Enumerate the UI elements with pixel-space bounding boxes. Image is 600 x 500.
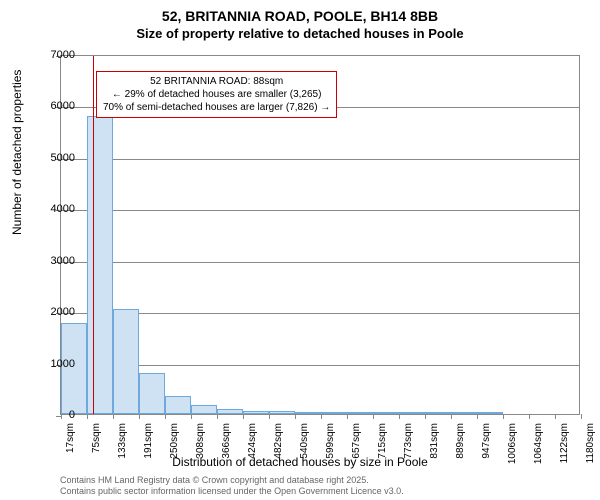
title-sub: Size of property relative to detached ho… xyxy=(0,24,600,41)
x-tick xyxy=(425,414,426,419)
x-tick xyxy=(321,414,322,419)
histogram-bar xyxy=(165,396,191,415)
y-tick-label: 5000 xyxy=(35,152,75,164)
x-tick xyxy=(555,414,556,419)
x-tick-label: 133sqm xyxy=(117,423,128,473)
y-tick-label: 3000 xyxy=(35,255,75,267)
footer-line1: Contains HM Land Registry data © Crown c… xyxy=(60,475,404,486)
x-tick-label: 947sqm xyxy=(481,423,492,473)
x-tick-label: 250sqm xyxy=(169,423,180,473)
gridline xyxy=(61,262,579,263)
histogram-bar xyxy=(477,412,503,414)
gridline xyxy=(61,159,579,160)
y-axis-label: Number of detached properties xyxy=(10,70,24,235)
x-tick-label: 1006sqm xyxy=(507,423,518,473)
annotation-line: ← 29% of detached houses are smaller (3,… xyxy=(103,88,330,101)
x-tick-label: 482sqm xyxy=(273,423,284,473)
y-tick-label: 1000 xyxy=(35,358,75,370)
histogram-bar xyxy=(243,411,269,414)
histogram-bar xyxy=(321,412,347,414)
x-tick-label: 599sqm xyxy=(325,423,336,473)
annotation-line: 70% of semi-detached houses are larger (… xyxy=(103,101,330,114)
histogram-bar xyxy=(295,412,321,414)
x-tick-label: 1064sqm xyxy=(533,423,544,473)
y-tick-label: 7000 xyxy=(35,49,75,61)
y-tick-label: 6000 xyxy=(35,100,75,112)
x-tick-label: 657sqm xyxy=(351,423,362,473)
x-tick xyxy=(477,414,478,419)
x-tick xyxy=(269,414,270,419)
x-tick xyxy=(399,414,400,419)
x-tick-label: 715sqm xyxy=(377,423,388,473)
x-tick-label: 831sqm xyxy=(429,423,440,473)
x-tick xyxy=(529,414,530,419)
histogram-bar xyxy=(425,412,451,414)
x-tick-label: 540sqm xyxy=(299,423,310,473)
x-tick-label: 424sqm xyxy=(247,423,258,473)
x-tick xyxy=(87,414,88,419)
x-tick xyxy=(217,414,218,419)
marker-line xyxy=(93,56,94,414)
histogram-bar xyxy=(139,373,165,414)
x-tick-label: 889sqm xyxy=(455,423,466,473)
x-tick-label: 75sqm xyxy=(91,423,102,473)
x-tick-label: 308sqm xyxy=(195,423,206,473)
x-tick xyxy=(347,414,348,419)
x-tick-label: 773sqm xyxy=(403,423,414,473)
x-tick xyxy=(373,414,374,419)
y-tick-label: 0 xyxy=(35,409,75,421)
histogram-bar xyxy=(191,405,217,414)
x-tick-label: 1180sqm xyxy=(585,423,596,473)
histogram-bar xyxy=(87,116,113,414)
histogram-bar xyxy=(217,409,243,414)
histogram-bar xyxy=(269,411,295,414)
histogram-bar xyxy=(373,412,399,414)
x-tick xyxy=(243,414,244,419)
x-tick-label: 17sqm xyxy=(65,423,76,473)
footer-line2: Contains public sector information licen… xyxy=(60,486,404,497)
x-tick xyxy=(165,414,166,419)
footer: Contains HM Land Registry data © Crown c… xyxy=(60,475,404,497)
x-tick-label: 1122sqm xyxy=(559,423,570,473)
gridline xyxy=(61,210,579,211)
x-tick xyxy=(503,414,504,419)
histogram-bar xyxy=(113,309,139,414)
histogram-bar xyxy=(347,412,373,414)
histogram-bar xyxy=(399,412,425,414)
y-tick-label: 2000 xyxy=(35,306,75,318)
annotation-box: 52 BRITANNIA ROAD: 88sqm← 29% of detache… xyxy=(96,71,337,118)
x-tick-label: 191sqm xyxy=(143,423,154,473)
histogram-bar xyxy=(451,412,477,414)
chart-area: 52 BRITANNIA ROAD: 88sqm← 29% of detache… xyxy=(60,55,580,415)
x-tick xyxy=(295,414,296,419)
x-tick-label: 366sqm xyxy=(221,423,232,473)
x-tick xyxy=(113,414,114,419)
title-main: 52, BRITANNIA ROAD, POOLE, BH14 8BB xyxy=(0,0,600,24)
annotation-line: 52 BRITANNIA ROAD: 88sqm xyxy=(103,75,330,88)
x-tick xyxy=(451,414,452,419)
x-tick xyxy=(139,414,140,419)
x-tick xyxy=(581,414,582,419)
y-tick-label: 4000 xyxy=(35,203,75,215)
x-tick xyxy=(191,414,192,419)
